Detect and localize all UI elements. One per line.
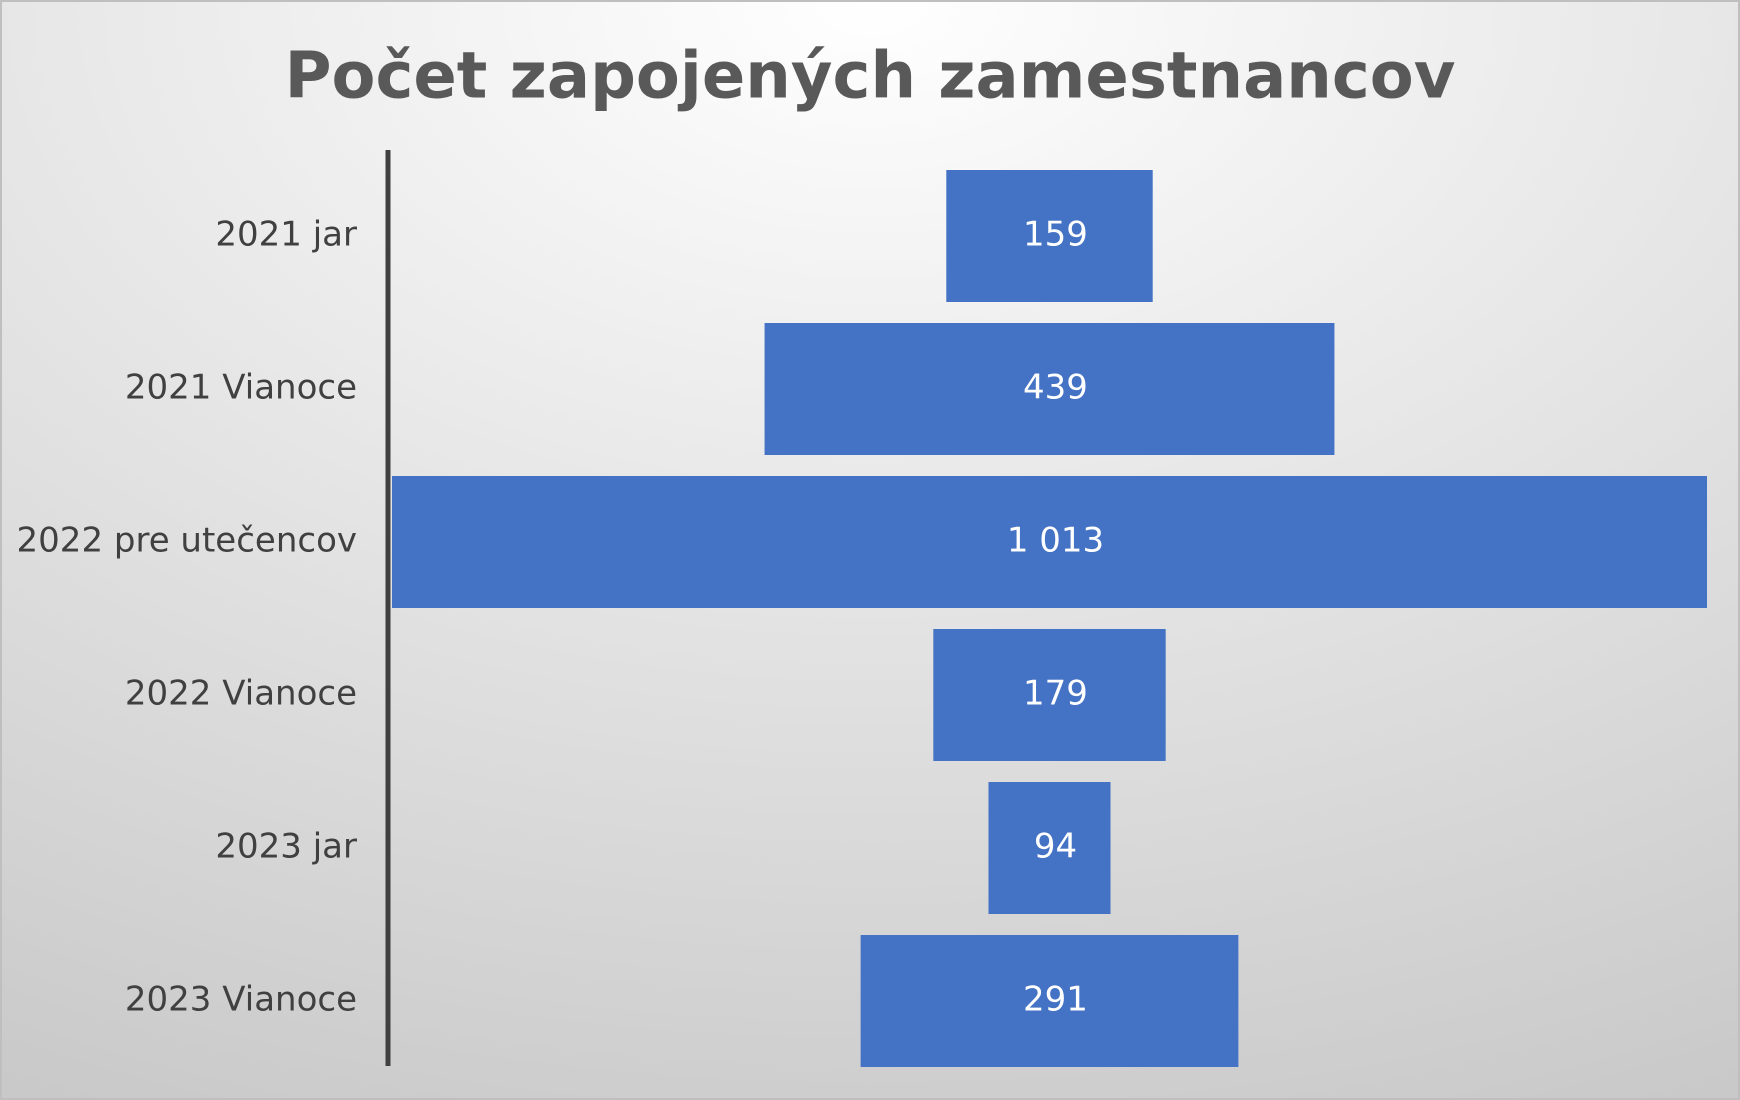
data-label: 179	[1023, 674, 1088, 714]
data-label: 291	[1023, 980, 1088, 1020]
category-label: 2023 Vianoce	[125, 980, 357, 1020]
data-label: 439	[1023, 368, 1088, 408]
category-label: 2023 jar	[215, 827, 357, 867]
funnel-bar	[860, 935, 1239, 1067]
category-label: 2022 Vianoce	[125, 674, 357, 714]
funnel-bar	[988, 782, 1111, 914]
category-label: 2022 pre utečencov	[17, 521, 357, 561]
data-label: 159	[1023, 215, 1088, 255]
data-label: 1 013	[1007, 521, 1104, 561]
category-label: 2021 Vianoce	[125, 368, 357, 408]
funnel-bar	[933, 629, 1166, 761]
data-label: 94	[1034, 827, 1077, 867]
funnel-bar	[946, 170, 1153, 302]
funnel-bar	[764, 323, 1335, 455]
category-label: 2021 jar	[215, 215, 357, 255]
chart-title: Počet zapojených zamestnancov	[285, 40, 1456, 114]
funnel-bar	[392, 476, 1707, 608]
